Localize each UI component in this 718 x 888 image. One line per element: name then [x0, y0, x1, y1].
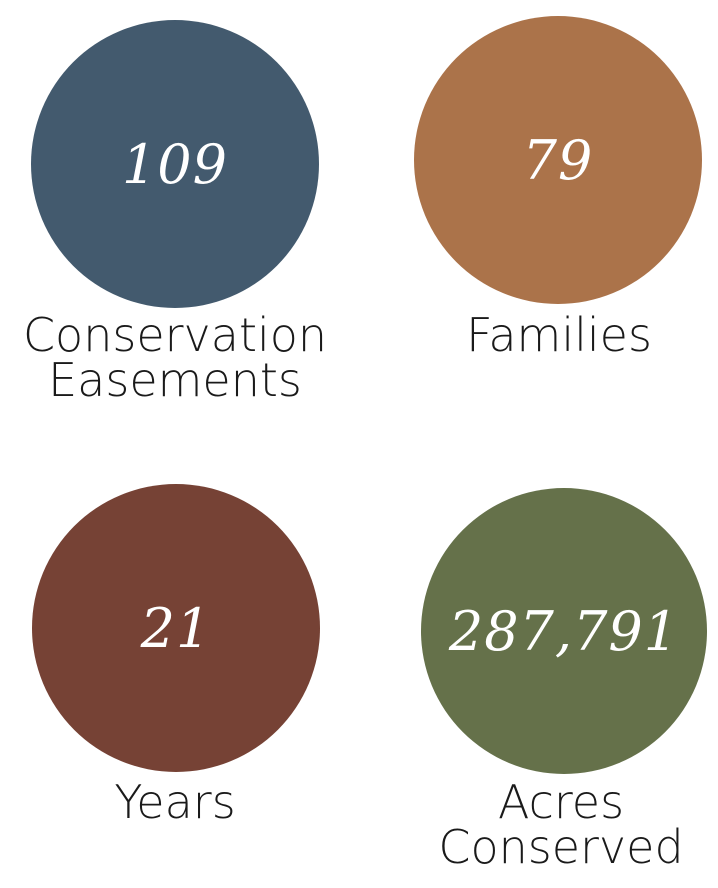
stat-value: 109: [121, 132, 229, 196]
stat-label: Acres Conserved: [404, 775, 718, 874]
stat-value: 21: [140, 596, 212, 660]
stat-circle: 109: [31, 20, 319, 308]
stat-label-line: Years: [114, 775, 236, 829]
stat-label: Conservation Easements: [0, 308, 350, 407]
stat-value: 287,791: [448, 599, 680, 663]
stat-label-line: Easements: [48, 353, 302, 407]
stat-label-line: Acres: [497, 775, 625, 829]
stat-label-line: Conserved: [438, 820, 684, 874]
stat-label-line: Conservation: [22, 308, 328, 362]
stat-value: 79: [522, 128, 594, 192]
stat-circle: 287,791: [421, 488, 707, 774]
stat-circle: 21: [32, 484, 320, 772]
stat-circle: 79: [414, 16, 702, 304]
stat-label: Years: [20, 775, 330, 829]
stat-label-line: Families: [466, 308, 652, 362]
stat-label: Families: [404, 308, 714, 362]
